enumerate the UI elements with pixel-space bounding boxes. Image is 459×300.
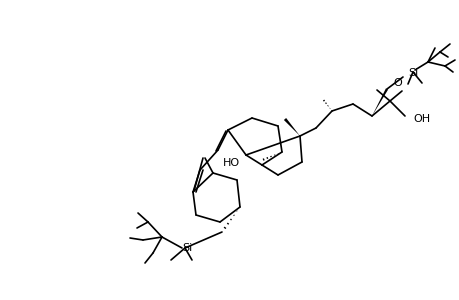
Polygon shape [283, 118, 299, 136]
Text: HO: HO [223, 158, 240, 168]
Text: O: O [393, 78, 402, 88]
Text: OH: OH [412, 114, 429, 124]
Text: Si: Si [407, 68, 417, 78]
Text: Si: Si [181, 243, 192, 253]
Polygon shape [371, 88, 387, 116]
